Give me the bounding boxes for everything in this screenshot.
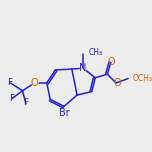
Text: CH₃: CH₃ [88,48,102,57]
Text: OCH₃: OCH₃ [133,74,152,83]
Text: F: F [23,98,29,107]
Text: N: N [79,63,87,73]
Text: O: O [31,78,38,88]
Text: F: F [9,94,14,103]
Text: Br: Br [59,108,69,118]
Text: F: F [7,78,12,87]
Text: O: O [113,78,121,88]
Text: O: O [108,57,116,67]
